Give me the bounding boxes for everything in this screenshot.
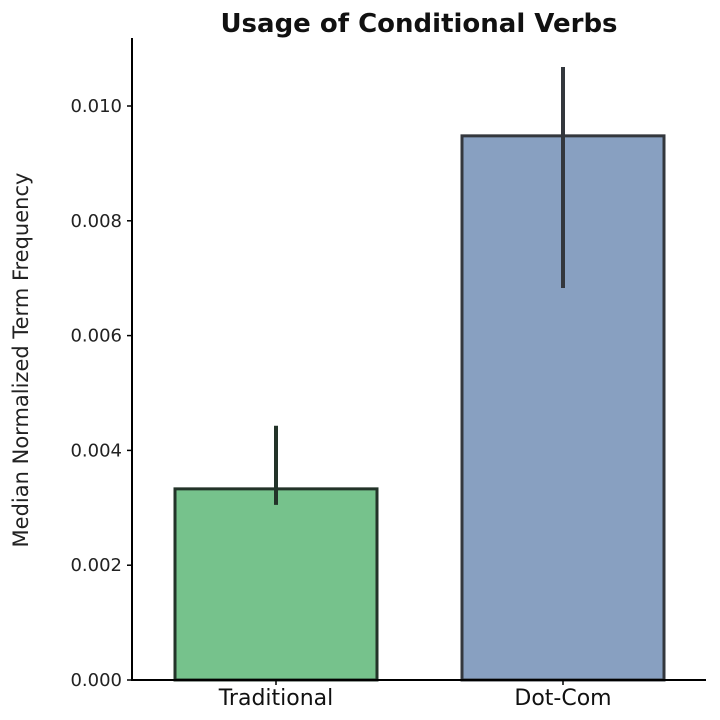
- y-tick-label: 0.004: [70, 440, 122, 461]
- x-tick-label: Traditional: [218, 686, 334, 711]
- y-axis-ticks: 0.000 0.002 0.004 0.006 0.008 0.010: [70, 96, 132, 691]
- chart-title: Usage of Conditional Verbs: [220, 9, 617, 39]
- bars: [173, 66, 666, 682]
- x-axis-categories: Traditional Dot-Com: [218, 680, 612, 711]
- y-tick-label: 0.000: [70, 670, 122, 691]
- y-tick-label: 0.010: [70, 96, 122, 117]
- y-tick-label: 0.002: [70, 555, 122, 576]
- y-axis-label: Median Normalized Term Frequency: [9, 173, 33, 548]
- y-tick-label: 0.006: [70, 326, 122, 347]
- x-tick-label: Dot-Com: [514, 686, 611, 711]
- y-tick-label: 0.008: [70, 211, 122, 232]
- bar-traditional: [173, 487, 379, 682]
